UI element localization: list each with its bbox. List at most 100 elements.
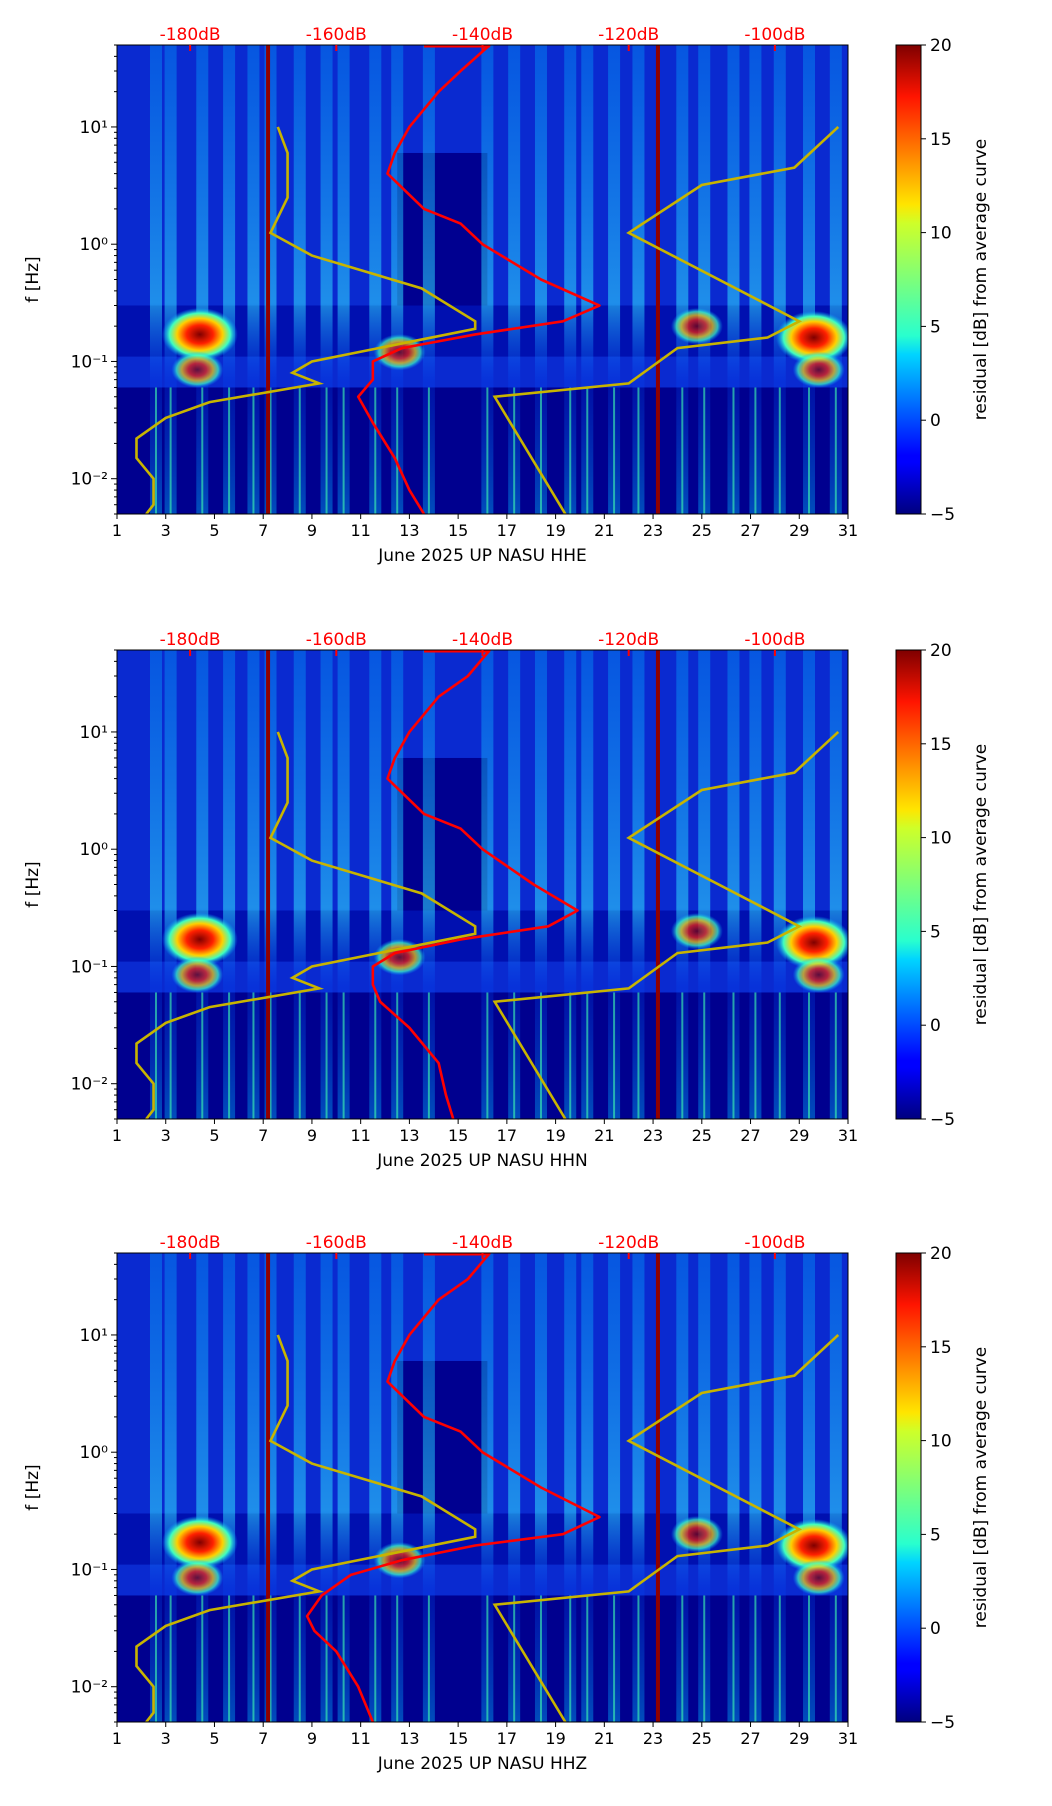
x-axis-label: June 2025 UP NASU HHN [376,1151,587,1171]
y-tick-label: 10⁻¹ [71,1560,108,1580]
colorbar-label: residual [dB] from average curve [971,744,991,1025]
x-tick-label: 1 [112,1729,122,1748]
event-spike [808,992,811,1119]
event-streak [508,1253,521,1722]
hot-spot [171,1559,224,1596]
event-streak [320,650,333,1119]
event-spike [513,1595,516,1722]
event-spike [427,387,430,514]
event-spike [228,992,231,1119]
top-db-tick-label: -180dB [160,25,221,45]
colorbar [895,649,922,1120]
colorbar-tick-label: 0 [930,1016,941,1036]
event-streak [749,45,762,514]
x-tick-label: 15 [448,1126,468,1145]
top-db-tick-label: -100dB [744,25,805,45]
colorbar-tick-label: 10 [930,1432,952,1452]
event-spike [778,1595,781,1722]
spectrogram [117,1253,848,1722]
yellow-curve [135,1334,477,1722]
top-db-tick-label: -160dB [306,25,367,45]
event-spike [169,1595,172,1722]
event-streak [564,45,577,514]
event-spike [681,387,684,514]
x-tick-label: 31 [838,1126,858,1145]
colorbar-tick-label: 15 [930,735,952,755]
red-psd-curve [356,45,601,514]
event-streak [829,1253,842,1722]
event-spike [169,992,172,1119]
x-tick-label: 3 [161,521,171,540]
event-spike [586,387,589,514]
event-streak [581,45,594,514]
event-spike [298,1595,301,1722]
yellow-curve [135,731,477,1119]
x-tick-label: 29 [789,1729,809,1748]
event-spike [325,1595,328,1722]
event-streak [223,650,236,1119]
event-streak [391,45,404,514]
event-spike [269,1595,272,1722]
hot-spot [373,333,426,371]
colorbar-tick-label: 20 [930,36,952,56]
event-spike [325,387,328,514]
quiet-region [397,152,488,306]
event-streak [196,45,209,514]
event-streak [337,45,350,514]
event-spike [778,387,781,514]
event-spike [342,992,345,1119]
event-spike [342,387,345,514]
event-spike [252,387,255,514]
outage-line [655,650,660,1119]
x-tick-label: 25 [692,1126,712,1145]
x-tick-label: 17 [497,521,517,540]
outage-line [266,1253,271,1722]
colorbar-tick-label: 10 [930,224,952,244]
event-spike [169,387,172,514]
y-tick-label: 10⁻² [71,1075,108,1095]
event-spike [637,387,640,514]
event-spike [613,1595,616,1722]
event-streak [337,650,350,1119]
event-streak [727,45,740,514]
event-streak [508,45,521,514]
event-spike [201,992,204,1119]
event-spike [269,992,272,1119]
event-streak [369,650,382,1119]
hot-spot [161,1515,238,1570]
event-spike [201,387,204,514]
y-tick-label: 10⁰ [80,235,109,255]
event-streak [829,45,842,514]
hot-spot [171,351,224,388]
event-streak [508,650,521,1119]
x-tick-label: 19 [545,1729,565,1748]
x-tick-label: 9 [307,521,317,540]
event-streak [773,650,786,1119]
event-spike [252,1595,255,1722]
event-spike [427,1595,430,1722]
top-db-tick-label: -160dB [306,630,367,650]
x-tick-label: 21 [594,521,614,540]
event-spike [154,1595,157,1722]
x-tick-label: 1 [112,1126,122,1145]
x-tick-label: 5 [209,1126,219,1145]
top-db-tick-label: -100dB [744,1233,805,1253]
event-spike [269,387,272,514]
x-tick-label: 5 [209,1729,219,1748]
event-spike [703,992,706,1119]
colorbar-tick-label: 20 [930,641,952,661]
yellow-curve [135,126,477,514]
x-tick-label: 29 [789,1126,809,1145]
x-tick-label: 11 [350,521,370,540]
x-tick-label: 1 [112,521,122,540]
top-db-tick-label: -180dB [160,630,221,650]
event-streak [337,1253,350,1722]
event-spike [201,1595,204,1722]
event-streak [320,1253,333,1722]
spectrogram [117,45,848,514]
event-spike [539,1595,542,1722]
event-spike [754,1595,757,1722]
y-tick-label: 10⁰ [80,1443,109,1463]
event-streak [422,1253,435,1722]
event-streak [698,1253,711,1722]
